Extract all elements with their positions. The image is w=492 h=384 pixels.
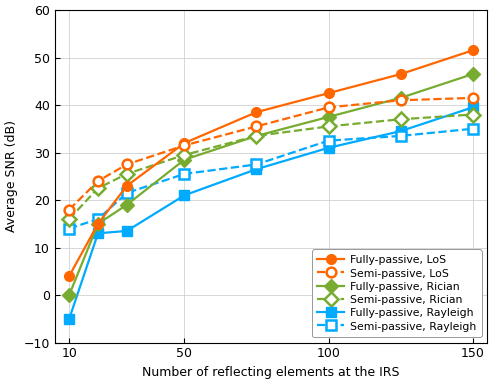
Fully-passive, LoS bbox=[470, 48, 476, 53]
Semi-passive, LoS bbox=[326, 105, 332, 110]
Line: Fully-passive, LoS: Fully-passive, LoS bbox=[64, 46, 477, 281]
Line: Semi-passive, Rayleigh: Semi-passive, Rayleigh bbox=[64, 124, 477, 233]
Semi-passive, Rayleigh bbox=[253, 162, 259, 167]
Fully-passive, Rayleigh bbox=[95, 231, 101, 236]
Semi-passive, LoS bbox=[124, 162, 130, 167]
Fully-passive, Rician bbox=[326, 114, 332, 119]
Fully-passive, Rician bbox=[66, 293, 72, 297]
Fully-passive, Rician bbox=[95, 222, 101, 226]
Semi-passive, Rician bbox=[182, 152, 187, 157]
Fully-passive, Rician bbox=[253, 134, 259, 138]
Semi-passive, Rayleigh bbox=[124, 190, 130, 195]
Fully-passive, Rayleigh bbox=[66, 316, 72, 321]
Y-axis label: Average SNR (dB): Average SNR (dB) bbox=[5, 120, 18, 232]
Fully-passive, Rayleigh bbox=[182, 193, 187, 198]
Fully-passive, Rayleigh bbox=[124, 228, 130, 233]
X-axis label: Number of reflecting elements at the IRS: Number of reflecting elements at the IRS bbox=[142, 366, 400, 379]
Semi-passive, Rayleigh bbox=[182, 172, 187, 176]
Line: Semi-passive, LoS: Semi-passive, LoS bbox=[64, 93, 477, 214]
Semi-passive, Rayleigh bbox=[66, 226, 72, 231]
Fully-passive, Rayleigh bbox=[398, 129, 403, 134]
Fully-passive, Rician bbox=[124, 202, 130, 207]
Line: Fully-passive, Rayleigh: Fully-passive, Rayleigh bbox=[64, 103, 477, 324]
Semi-passive, LoS bbox=[470, 96, 476, 100]
Fully-passive, Rayleigh bbox=[470, 105, 476, 110]
Semi-passive, Rayleigh bbox=[398, 134, 403, 138]
Semi-passive, Rician bbox=[253, 134, 259, 138]
Fully-passive, LoS bbox=[95, 222, 101, 226]
Semi-passive, Rician bbox=[326, 124, 332, 129]
Fully-passive, Rician bbox=[398, 96, 403, 100]
Fully-passive, LoS bbox=[124, 184, 130, 188]
Semi-passive, Rician bbox=[470, 112, 476, 117]
Semi-passive, LoS bbox=[182, 143, 187, 148]
Semi-passive, LoS bbox=[95, 179, 101, 183]
Semi-passive, Rician bbox=[66, 217, 72, 221]
Fully-passive, Rician bbox=[470, 72, 476, 76]
Fully-passive, Rayleigh bbox=[326, 146, 332, 150]
Legend: Fully-passive, LoS, Semi-passive, LoS, Fully-passive, Rician, Semi-passive, Rici: Fully-passive, LoS, Semi-passive, LoS, F… bbox=[312, 250, 482, 337]
Semi-passive, Rician bbox=[95, 186, 101, 190]
Semi-passive, LoS bbox=[66, 207, 72, 212]
Fully-passive, LoS bbox=[66, 274, 72, 278]
Fully-passive, LoS bbox=[398, 72, 403, 76]
Fully-passive, Rician bbox=[182, 157, 187, 162]
Line: Semi-passive, Rician: Semi-passive, Rician bbox=[64, 110, 477, 224]
Fully-passive, LoS bbox=[182, 141, 187, 145]
Semi-passive, LoS bbox=[253, 124, 259, 129]
Fully-passive, Rayleigh bbox=[253, 167, 259, 172]
Semi-passive, Rayleigh bbox=[326, 138, 332, 143]
Line: Fully-passive, Rician: Fully-passive, Rician bbox=[64, 69, 477, 300]
Fully-passive, LoS bbox=[253, 110, 259, 114]
Semi-passive, Rayleigh bbox=[95, 217, 101, 221]
Semi-passive, Rician bbox=[124, 172, 130, 176]
Semi-passive, Rician bbox=[398, 117, 403, 122]
Fully-passive, LoS bbox=[326, 91, 332, 96]
Semi-passive, Rayleigh bbox=[470, 126, 476, 131]
Semi-passive, LoS bbox=[398, 98, 403, 103]
